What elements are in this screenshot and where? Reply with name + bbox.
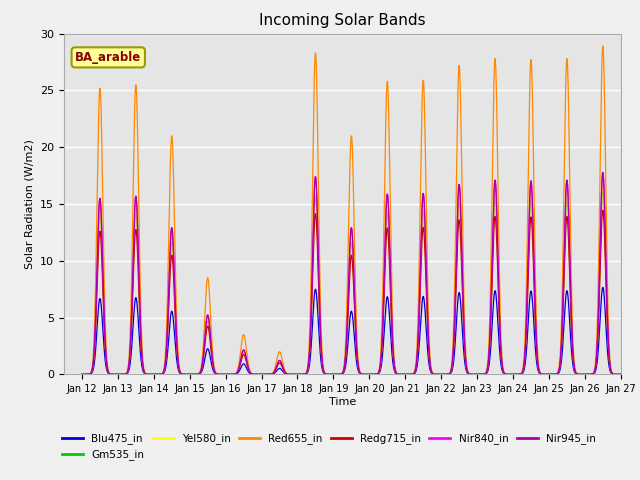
Legend: Blu475_in, Gm535_in, Yel580_in, Red655_in, Redg715_in, Nir840_in, Nir945_in: Blu475_in, Gm535_in, Yel580_in, Red655_i…	[58, 429, 600, 465]
X-axis label: Time: Time	[329, 397, 356, 407]
Y-axis label: Solar Radiation (W/m2): Solar Radiation (W/m2)	[24, 139, 35, 269]
Text: BA_arable: BA_arable	[75, 51, 141, 64]
Title: Incoming Solar Bands: Incoming Solar Bands	[259, 13, 426, 28]
